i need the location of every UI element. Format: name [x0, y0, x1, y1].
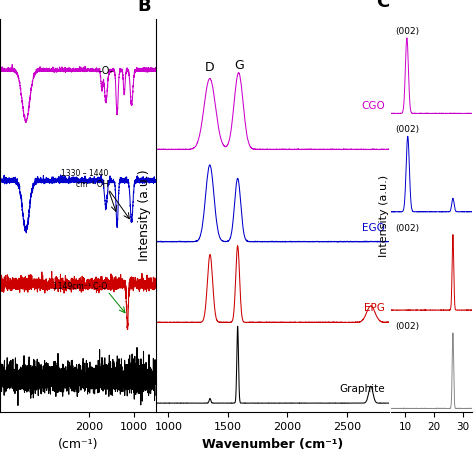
Text: D: D [205, 61, 215, 74]
Text: 1330 – 1440
cm⁻¹ OH: 1330 – 1440 cm⁻¹ OH [61, 169, 108, 189]
Text: B: B [138, 0, 152, 15]
Y-axis label: Intensity (a.u.): Intensity (a.u.) [138, 170, 151, 262]
Text: C: C [376, 0, 390, 11]
Text: EGO: EGO [362, 223, 385, 233]
X-axis label: (cm⁻¹): (cm⁻¹) [58, 438, 99, 451]
Text: CGO: CGO [361, 101, 385, 111]
Text: -O-: -O- [98, 66, 113, 76]
Text: (002): (002) [395, 27, 419, 36]
Text: (002): (002) [395, 322, 419, 331]
Text: G: G [234, 59, 244, 72]
Text: (002): (002) [395, 224, 419, 233]
X-axis label: Wavenumber (cm⁻¹): Wavenumber (cm⁻¹) [202, 438, 343, 451]
Text: 1149cm⁻¹ C-O: 1149cm⁻¹ C-O [53, 282, 107, 291]
Text: EPG: EPG [364, 303, 385, 313]
Text: Intensity (a.u.): Intensity (a.u.) [379, 174, 389, 257]
Text: (002): (002) [395, 125, 419, 134]
Text: Graphite: Graphite [339, 384, 385, 394]
